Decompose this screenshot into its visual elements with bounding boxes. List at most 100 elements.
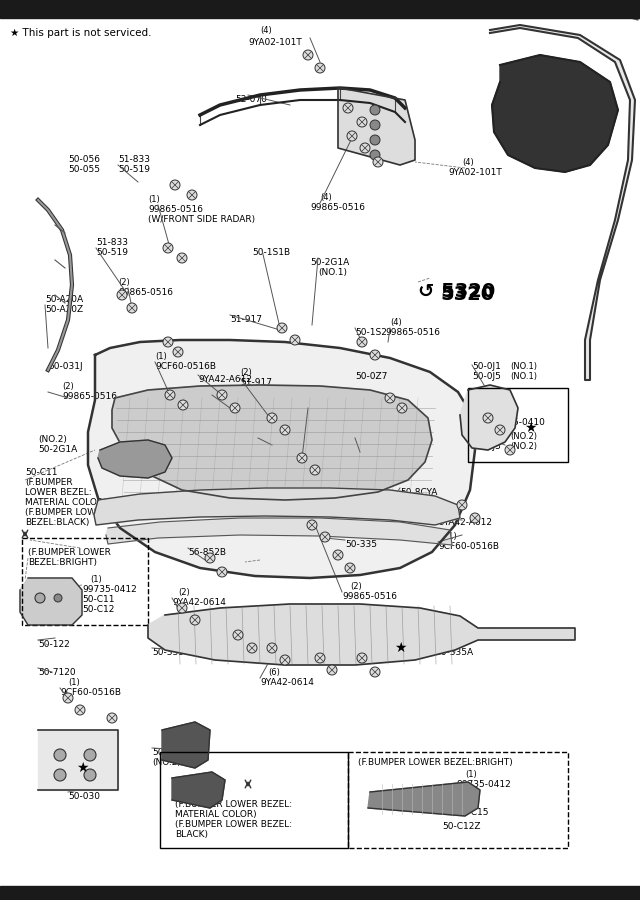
Text: 50-0J1: 50-0J1 <box>472 362 501 371</box>
Text: 9CF60-0516B: 9CF60-0516B <box>60 688 121 697</box>
Text: (1): (1) <box>148 195 160 204</box>
Circle shape <box>127 303 137 313</box>
Text: 50-519: 50-519 <box>118 165 150 174</box>
Circle shape <box>84 749 96 761</box>
Circle shape <box>290 335 300 345</box>
Circle shape <box>178 400 188 410</box>
Text: BLACK): BLACK) <box>175 830 208 839</box>
Text: 50-2G1A: 50-2G1A <box>310 258 349 267</box>
Text: (1): (1) <box>445 532 457 541</box>
Text: 50-C12Z: 50-C12Z <box>442 822 481 831</box>
Text: ★: ★ <box>76 761 88 775</box>
Text: MATERIAL COLOR): MATERIAL COLOR) <box>175 810 257 819</box>
Polygon shape <box>490 25 635 380</box>
Circle shape <box>217 567 227 577</box>
Bar <box>0 886 640 900</box>
Text: 99865-0516: 99865-0516 <box>118 288 173 297</box>
Text: 50-322C: 50-322C <box>308 408 346 417</box>
Text: 50-C11: 50-C11 <box>82 595 115 604</box>
Text: (1): (1) <box>355 428 367 437</box>
Circle shape <box>267 643 277 653</box>
Circle shape <box>385 393 395 403</box>
Circle shape <box>495 425 505 435</box>
Circle shape <box>470 513 480 523</box>
Text: BEZEL:BLACK): BEZEL:BLACK) <box>25 518 90 527</box>
Text: (NO.2): (NO.2) <box>152 758 181 767</box>
Text: (2): (2) <box>350 582 362 591</box>
Circle shape <box>357 337 367 347</box>
Bar <box>22 538 148 625</box>
Text: 50-0J1: 50-0J1 <box>472 432 501 441</box>
Polygon shape <box>112 385 432 500</box>
Text: 9CF60-0516B: 9CF60-0516B <box>155 362 216 371</box>
Circle shape <box>307 520 317 530</box>
Polygon shape <box>106 518 452 545</box>
Text: (1): (1) <box>505 408 516 417</box>
Text: 50-022B: 50-022B <box>212 395 250 404</box>
Text: 50-2G1A: 50-2G1A <box>152 748 191 757</box>
Polygon shape <box>20 578 82 625</box>
Polygon shape <box>162 722 210 768</box>
Circle shape <box>117 290 127 300</box>
Circle shape <box>170 180 180 190</box>
Circle shape <box>370 350 380 360</box>
Text: 50-A20A: 50-A20A <box>45 295 83 304</box>
Text: 9YA42-0614: 9YA42-0614 <box>172 598 226 607</box>
Circle shape <box>343 103 353 113</box>
Text: (NO.2): (NO.2) <box>510 432 537 441</box>
Text: 50-C11: 50-C11 <box>25 468 58 477</box>
Circle shape <box>333 550 343 560</box>
Text: 50-8CZA: 50-8CZA <box>400 498 439 507</box>
Text: 50-C12: 50-C12 <box>82 605 115 614</box>
Circle shape <box>277 323 287 333</box>
Circle shape <box>297 453 307 463</box>
Circle shape <box>165 390 175 400</box>
Circle shape <box>357 653 367 663</box>
Text: 9YA02-101T: 9YA02-101T <box>448 168 502 177</box>
Polygon shape <box>368 782 480 816</box>
Text: (F.BUMPER LOWER: (F.BUMPER LOWER <box>28 548 111 557</box>
Circle shape <box>280 425 290 435</box>
Text: (1): (1) <box>155 352 167 361</box>
Text: 99735-0412: 99735-0412 <box>82 585 137 594</box>
Text: (2): (2) <box>178 588 189 597</box>
Bar <box>348 752 568 848</box>
Text: 50-A20Z: 50-A20Z <box>45 305 83 314</box>
Text: 50-1S1B: 50-1S1B <box>252 248 290 257</box>
Text: (4): (4) <box>260 26 272 35</box>
Circle shape <box>187 190 197 200</box>
Circle shape <box>505 445 515 455</box>
Text: 50-056: 50-056 <box>68 155 100 164</box>
Circle shape <box>54 749 66 761</box>
Text: 50-C15: 50-C15 <box>188 790 221 799</box>
Circle shape <box>397 403 407 413</box>
Circle shape <box>320 532 330 542</box>
Text: (2): (2) <box>290 398 301 407</box>
Text: 50-0J5: 50-0J5 <box>472 372 501 381</box>
Circle shape <box>357 117 367 127</box>
Text: (2): (2) <box>55 758 67 767</box>
Text: (6): (6) <box>268 668 280 677</box>
Polygon shape <box>94 488 460 525</box>
Text: 50-1S2: 50-1S2 <box>355 328 387 337</box>
Polygon shape <box>490 8 638 20</box>
Text: 50-031J: 50-031J <box>48 362 83 371</box>
Circle shape <box>230 403 240 413</box>
Circle shape <box>370 105 380 115</box>
Text: 99865-0516: 99865-0516 <box>385 328 440 337</box>
Circle shape <box>345 563 355 573</box>
Polygon shape <box>88 340 475 578</box>
Text: 50-030: 50-030 <box>68 792 100 801</box>
Text: 99865-0516: 99865-0516 <box>342 592 397 601</box>
Text: 50-7120: 50-7120 <box>38 668 76 677</box>
Text: 9CF60-0516B: 9CF60-0516B <box>355 438 416 447</box>
Circle shape <box>483 413 493 423</box>
Text: (NO.1): (NO.1) <box>510 372 537 381</box>
Text: 50-055: 50-055 <box>68 165 100 174</box>
Text: 99865-0516: 99865-0516 <box>310 203 365 212</box>
Polygon shape <box>460 385 518 450</box>
Circle shape <box>370 667 380 677</box>
Circle shape <box>373 157 383 167</box>
Text: (NO.1): (NO.1) <box>510 362 537 371</box>
Circle shape <box>233 630 243 640</box>
